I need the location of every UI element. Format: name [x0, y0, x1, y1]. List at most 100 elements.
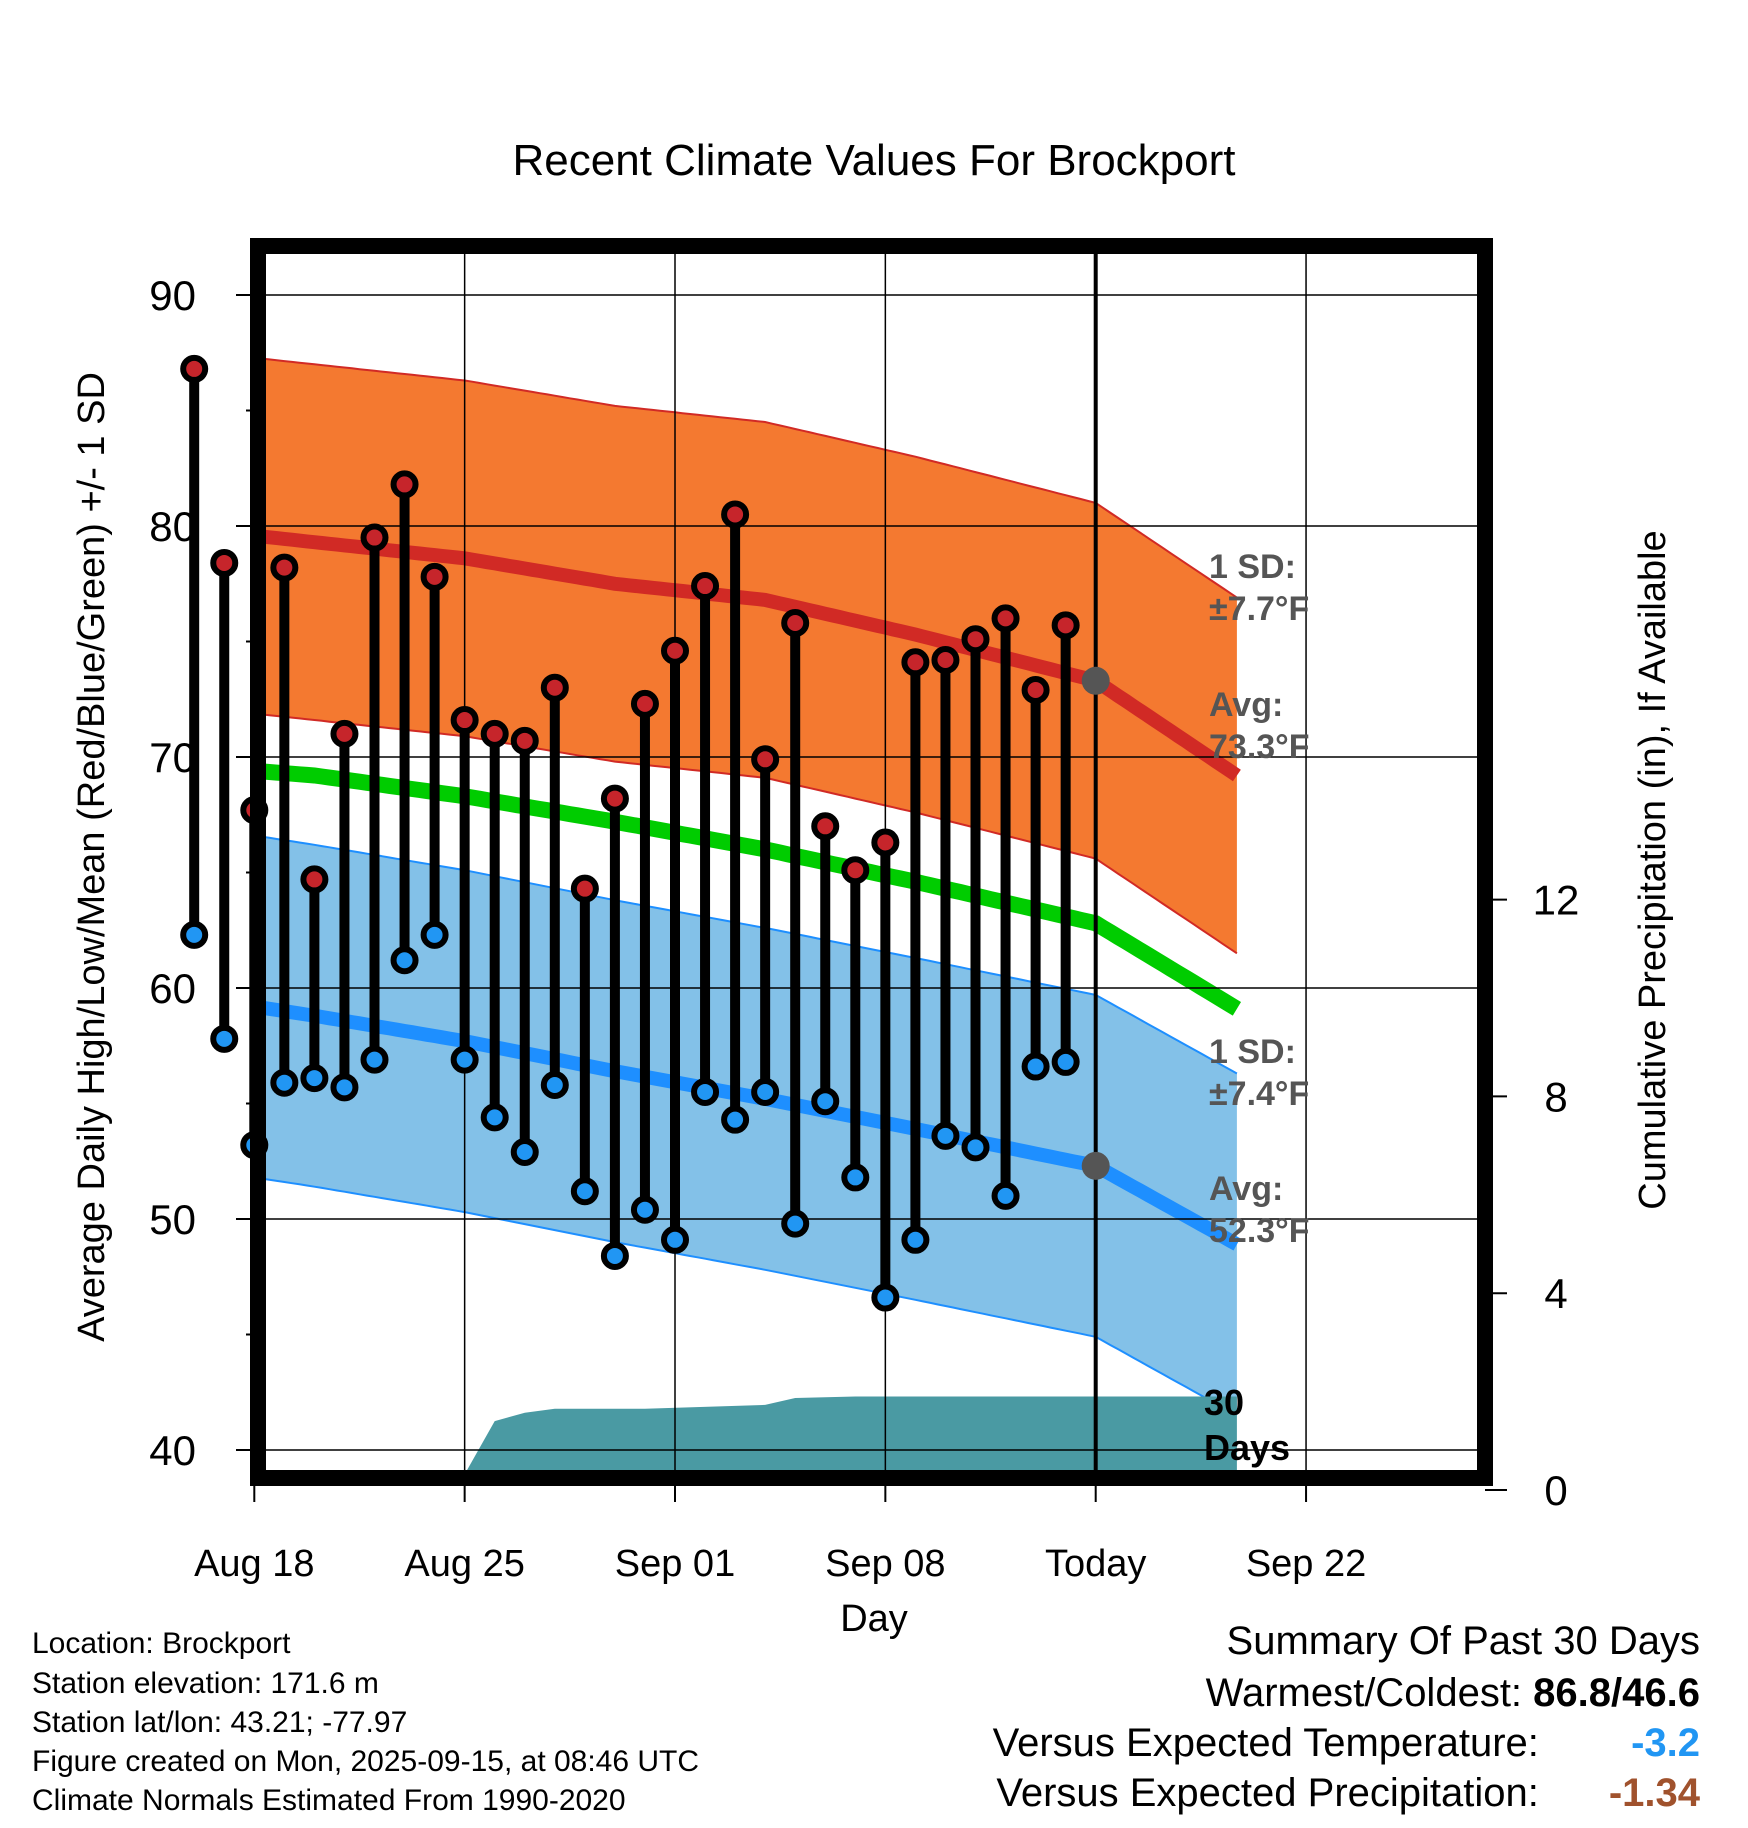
daily-high-point	[811, 812, 840, 841]
high-sd-title: 1 SD:	[1209, 548, 1296, 586]
daily-low-point	[931, 1121, 960, 1150]
y2-tick-label: 0	[1544, 1467, 1567, 1514]
y-tick-label: 60	[149, 965, 196, 1012]
daily-high-point	[420, 562, 449, 591]
summary-precip-label: Versus Expected Precipitation:	[996, 1771, 1539, 1815]
today-marker	[1081, 246, 1110, 1478]
x-tick-label: Sep 01	[615, 1543, 735, 1585]
plot-frame	[250, 238, 1493, 1486]
daily-high-point	[1051, 611, 1080, 640]
low-avg-dot	[1081, 1151, 1110, 1180]
y2-tick-label: 12	[1533, 877, 1580, 924]
low-sd-value: ±7.4°F	[1209, 1075, 1309, 1113]
daily-low-point	[570, 1177, 599, 1206]
daily-low-point	[540, 1071, 569, 1100]
daily-high-point	[390, 470, 419, 499]
low-sd-title: 1 SD:	[1209, 1033, 1296, 1071]
y-tick-label: 80	[149, 503, 196, 550]
summary-temp-value: -3.2	[1631, 1721, 1700, 1765]
info-location: Location: Brockport	[32, 1627, 291, 1660]
daily-high-point	[931, 645, 960, 674]
daily-high-point	[630, 689, 659, 718]
daily-high-point	[330, 719, 359, 748]
x-axis-label: Day	[840, 1598, 908, 1640]
y-tick-label: 50	[149, 1196, 196, 1243]
days-count: 30	[1204, 1382, 1244, 1423]
daily-high-point	[661, 636, 689, 665]
days-label: Days	[1204, 1427, 1290, 1468]
high-avg-dot	[1081, 666, 1110, 695]
daily-low-point	[390, 946, 419, 975]
daily-low-point	[180, 920, 209, 949]
low-avg-value: 52.3°F	[1209, 1212, 1310, 1250]
daily-low-point	[510, 1138, 539, 1167]
daily-high-point	[751, 745, 780, 774]
high-avg-value: 73.3°F	[1209, 728, 1310, 766]
daily-high-point	[600, 784, 629, 813]
info-elevation: Station elevation: 171.6 m	[32, 1667, 379, 1700]
daily-low-point	[210, 1024, 239, 1053]
low-avg-title: Avg:	[1209, 1170, 1283, 1208]
summary-warmest-row: Warmest/Coldest: 86.8/46.6	[1206, 1668, 1700, 1718]
x-tick-label: Aug 25	[404, 1543, 524, 1585]
y-tick-label: 90	[149, 272, 196, 319]
daily-high-point	[691, 572, 720, 601]
summary-warmest-label: Warmest/Coldest:	[1205, 1671, 1523, 1715]
cumulative-precip-area	[297, 1396, 1237, 1478]
daily-high-point	[901, 648, 930, 677]
daily-high-point	[871, 828, 900, 857]
info-created: Figure created on Mon, 2025-09-15, at 08…	[32, 1745, 700, 1778]
daily-low-point	[811, 1087, 840, 1116]
summary-precip-value: -1.34	[1608, 1771, 1700, 1815]
daily-low-point	[781, 1209, 810, 1238]
summary-title: Summary Of Past 30 Days	[1226, 1619, 1700, 1663]
daily-high-point	[991, 604, 1020, 633]
daily-low-point	[841, 1163, 870, 1192]
daily-low-point	[270, 1068, 299, 1097]
daily-high-point	[510, 726, 539, 755]
daily-low-point	[480, 1103, 509, 1132]
daily-low-point	[360, 1045, 389, 1074]
daily-high-point	[540, 673, 569, 702]
summary-temp-row: Versus Expected Temperature: -3.2	[993, 1718, 1700, 1768]
daily-high-point	[961, 625, 990, 654]
y-tick-label: 40	[149, 1427, 196, 1474]
x-tick-label: Aug 18	[194, 1543, 314, 1585]
daily-low-point	[630, 1195, 659, 1224]
daily-low-point	[991, 1181, 1020, 1210]
daily-high-point	[841, 856, 870, 885]
daily-high-point	[480, 719, 509, 748]
high-sd-band	[258, 358, 1237, 954]
chart-title: Recent Climate Values For Brockport	[512, 136, 1235, 185]
daily-high-point	[450, 706, 479, 735]
x-tick-label: Sep 22	[1246, 1543, 1366, 1585]
high-sd-upper-edge	[258, 357, 1238, 599]
summary-warmest-value: 86.8/46.6	[1533, 1671, 1700, 1715]
y-tick-label: 70	[149, 734, 196, 781]
summary-precip-row: Versus Expected Precipitation: -1.34	[996, 1768, 1700, 1818]
low-sd-lower-edge	[258, 1176, 1238, 1417]
daily-high-point	[180, 354, 209, 383]
daily-low-point	[600, 1241, 629, 1270]
daily-low-point	[300, 1064, 329, 1093]
y-axis-label: Average Daily High/Low/Mean (Red/Blue/Gr…	[71, 372, 113, 1342]
daily-high-point	[300, 865, 329, 894]
info-latlon: Station lat/lon: 43.21; -77.97	[32, 1706, 408, 1739]
x-tick-label: Today	[1045, 1543, 1146, 1585]
daily-low-point	[661, 1225, 689, 1254]
y2-tick-label: 8	[1544, 1073, 1567, 1120]
daily-low-point	[420, 920, 449, 949]
daily-high-point	[781, 609, 810, 638]
y2-axis-label: Cumulative Precipitation (in), If Availa…	[1632, 530, 1674, 1209]
daily-high-point	[360, 523, 389, 552]
daily-low-point	[1021, 1052, 1050, 1081]
y2-tick-label: 4	[1544, 1270, 1567, 1317]
summary-temp-label: Versus Expected Temperature:	[992, 1721, 1539, 1765]
daily-low-point	[450, 1045, 479, 1074]
daily-low-point	[721, 1105, 750, 1134]
daily-high-point	[721, 500, 750, 529]
daily-low-point	[871, 1283, 900, 1312]
x-tick-label: Sep 08	[825, 1543, 945, 1585]
